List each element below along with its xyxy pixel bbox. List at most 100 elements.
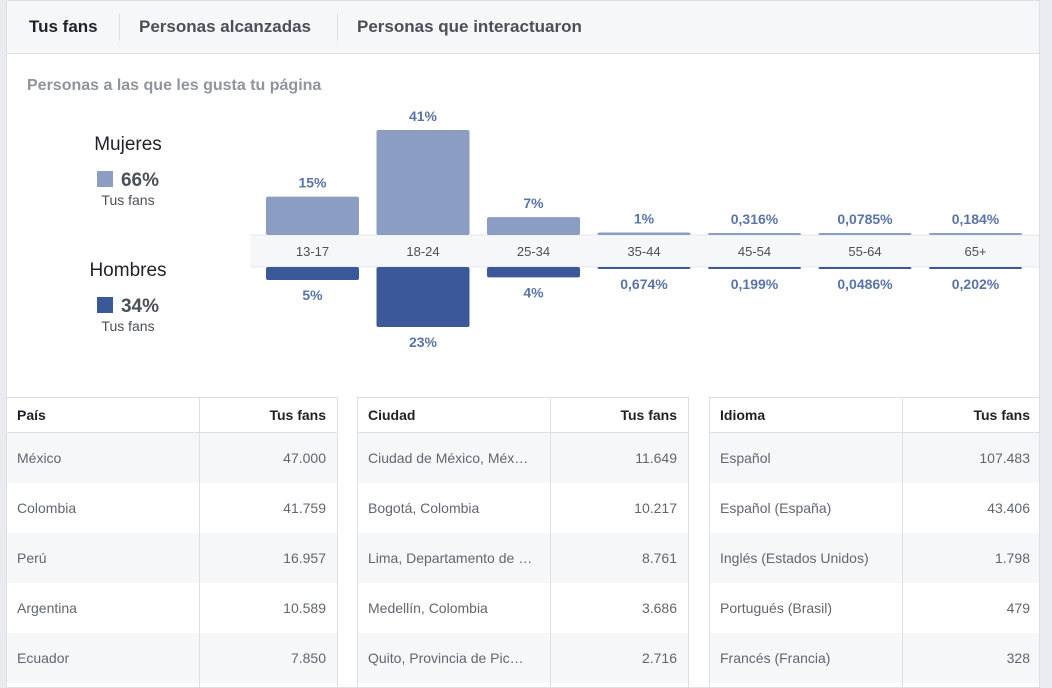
data-label-hombres: 0,202% (952, 276, 1000, 292)
women-subtext: Tus fans (101, 192, 155, 208)
column-divider (550, 397, 551, 687)
column-gap (337, 397, 358, 687)
data-label-hombres: 4% (523, 284, 544, 300)
country-table-header: País Tus fans (7, 397, 337, 433)
row-label: México (17, 450, 62, 466)
tab-bar: Tus fans Personas alcanzadas Personas qu… (7, 1, 1039, 54)
age-tick-label: 35-44 (627, 244, 660, 259)
bar-hombres-45-54[interactable] (708, 267, 801, 269)
column-header-name[interactable]: País (17, 407, 46, 423)
data-label-mujeres: 15% (298, 175, 327, 191)
bar-mujeres-18-24[interactable] (376, 130, 470, 235)
row-fans-count: 1.798 (994, 550, 1030, 566)
data-label-hombres: 0,0486% (837, 276, 893, 292)
row-label: Ciudad de México, Méx… (368, 450, 529, 466)
row-label: Inglés (Estados Unidos) (720, 550, 869, 566)
row-fans-count: 2.716 (641, 650, 677, 666)
table-row: Ecuador 7.850 (7, 633, 337, 683)
table-row: Español 107.483 (710, 433, 1039, 483)
bar-hombres-13-17[interactable] (266, 267, 359, 281)
audience-panel: Tus fans Personas alcanzadas Personas qu… (6, 0, 1040, 688)
bar-mujeres-45-54[interactable] (708, 233, 801, 235)
row-fans-count: 107.483 (979, 450, 1030, 466)
row-fans-count: 3.686 (641, 600, 677, 616)
data-label-mujeres: 7% (523, 195, 544, 211)
men-title: Hombres (89, 260, 167, 281)
row-label: Lima, Departamento de … (368, 550, 533, 566)
row-fans-count: 328 (1006, 650, 1030, 666)
bar-hombres-65+[interactable] (929, 267, 1022, 269)
data-label-mujeres: 41% (409, 108, 438, 124)
column-header-fans[interactable]: Tus fans (269, 407, 326, 423)
row-fans-count: 10.217 (634, 500, 677, 516)
table-row: Argentina 10.589 (7, 583, 337, 633)
column-header-fans[interactable]: Tus fans (973, 407, 1030, 423)
column-gap (688, 397, 710, 687)
row-fans-count: 11.649 (635, 450, 677, 466)
table-row: Portugués (Brasil) 479 (710, 583, 1039, 633)
bar-mujeres-35-44[interactable] (597, 232, 691, 235)
table-row: Español (España) 43.406 (710, 483, 1039, 533)
men-subtext: Tus fans (101, 318, 155, 334)
data-label-hombres: 0,199% (731, 276, 779, 292)
tab-personas-interactuaron[interactable]: Personas que interactuaron (357, 17, 582, 36)
row-label: Quito, Provincia de Pic… (368, 650, 524, 666)
table-row: Lima, Departamento de … 8.761 (358, 533, 688, 583)
table-row: México 47.000 (7, 433, 337, 483)
row-label: Bogotá, Colombia (368, 500, 480, 516)
language-table-header: Idioma Tus fans (710, 397, 1039, 433)
table-row: Francés (Francia) 328 (710, 633, 1039, 683)
tab-divider (337, 14, 338, 41)
column-header-name[interactable]: Ciudad (368, 407, 416, 423)
country-table: México 47.000 Colombia 41.759 Perú 16.957 Arge… (7, 397, 337, 687)
data-label-mujeres: 0,184% (952, 211, 1000, 227)
tab-personas-alcanzadas[interactable]: Personas alcanzadas (139, 17, 311, 36)
bar-mujeres-25-34[interactable] (487, 217, 580, 235)
data-label-hombres: 5% (302, 287, 323, 303)
table-row: Perú 16.957 (7, 533, 337, 583)
column-header-fans[interactable]: Tus fans (620, 407, 677, 423)
row-fans-count: 43.406 (987, 500, 1030, 516)
age-tick-label: 55-64 (848, 244, 881, 259)
row-label: Argentina (17, 600, 77, 616)
age-tick-label: 25-34 (517, 244, 550, 259)
age-axis-band (250, 235, 1039, 267)
tab-tus-fans[interactable]: Tus fans (29, 17, 98, 36)
men-color-swatch (96, 297, 113, 313)
table-row: Ciudad de México, Méx… 11.649 (358, 433, 688, 483)
age-tick-label: 13-17 (296, 244, 329, 259)
row-label: Colombia (17, 500, 77, 516)
men-percent: 34% (120, 296, 160, 317)
data-label-mujeres: 0,0785% (837, 211, 893, 227)
age-tick-label: 18-24 (406, 244, 439, 259)
city-table: Ciudad de México, Méx… 11.649 Bogotá, Colo… (358, 397, 688, 687)
row-label: Francés (Francia) (720, 650, 831, 666)
table-row: Quito, Provincia de Pic… 2.716 (358, 633, 688, 683)
bar-hombres-25-34[interactable] (487, 267, 580, 278)
row-fans-count: 16.957 (283, 550, 326, 566)
language-table: Español 107.483 Español (España) 43.406 Ingl… (710, 397, 1039, 687)
bar-hombres-35-44[interactable] (597, 267, 691, 269)
bar-mujeres-13-17[interactable] (266, 196, 359, 235)
column-header-name[interactable]: Idioma (720, 407, 766, 423)
bar-mujeres-55-64[interactable] (818, 233, 912, 235)
city-table-header: Ciudad Tus fans (358, 397, 688, 433)
row-fans-count: 7.850 (290, 650, 326, 666)
row-label: Ecuador (17, 650, 70, 666)
men-summary: Hombres 34% Tus fans (53, 260, 203, 334)
bar-hombres-18-24[interactable] (376, 267, 470, 327)
age-tick-label: 45-54 (738, 244, 771, 259)
row-label: Español (720, 450, 771, 466)
data-label-mujeres: 0,316% (731, 211, 779, 227)
age-gender-chart: 15% 5% 13-17 41% 23% 18-24 7% 4% 25-34 1% 0,674% 35… (250, 108, 1039, 350)
row-label: Medellín, Colombia (368, 600, 488, 616)
bar-mujeres-65+[interactable] (929, 233, 1022, 235)
column-divider (902, 397, 903, 687)
data-label-mujeres: 1% (634, 210, 655, 226)
bar-hombres-55-64[interactable] (818, 267, 912, 269)
women-title: Mujeres (94, 134, 162, 155)
row-label: Perú (17, 550, 47, 566)
tab-divider (119, 14, 120, 41)
column-divider (199, 397, 200, 687)
age-tick-label: 65+ (964, 244, 986, 259)
